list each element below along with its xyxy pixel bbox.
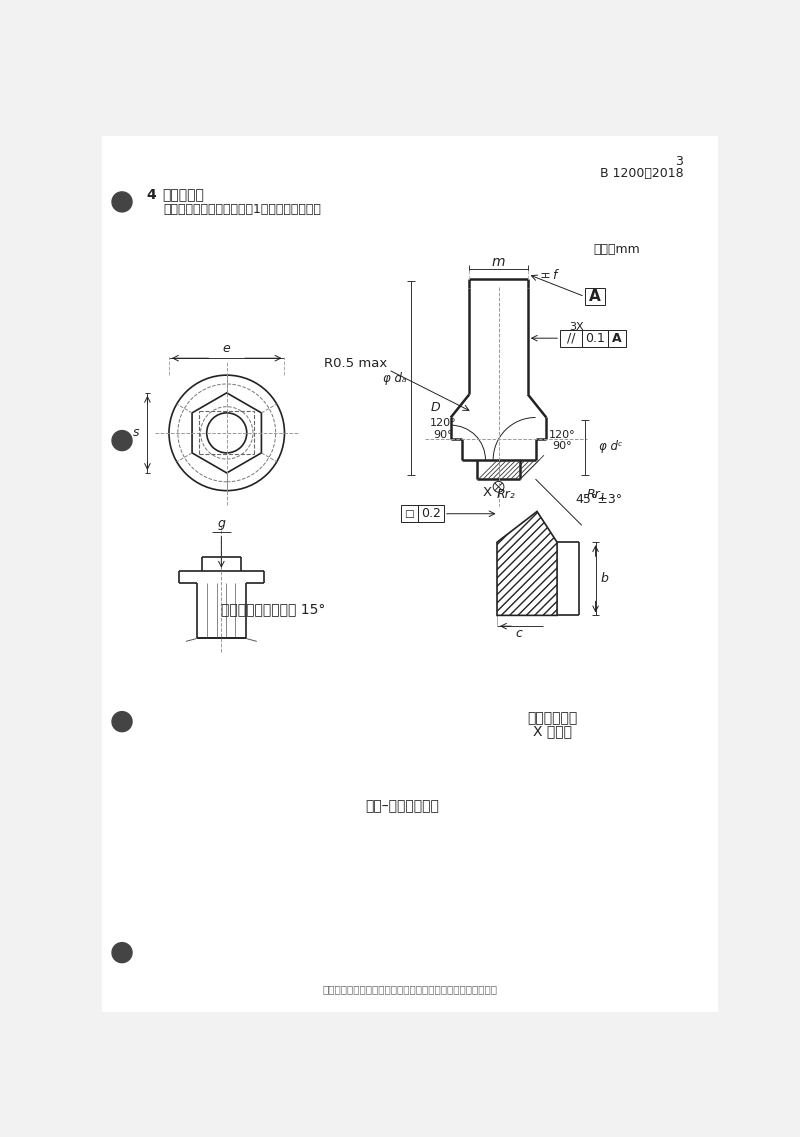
Text: D: D: [430, 401, 440, 414]
Text: //: //: [566, 332, 575, 345]
Text: Rr₁: Rr₁: [586, 488, 605, 501]
Text: X: X: [482, 485, 491, 499]
Text: 4: 4: [146, 188, 157, 202]
Text: 著作権法により無断での複製，転載等は禁止されております。: 著作権法により無断での複製，転載等は禁止されております。: [322, 984, 498, 994]
Text: 図１–ナットの形状: 図１–ナットの形状: [366, 799, 439, 813]
Bar: [560, 330, 582, 347]
Circle shape: [112, 192, 132, 211]
Text: 3X: 3X: [570, 322, 584, 332]
Text: 120°
90°: 120° 90°: [430, 418, 457, 440]
Bar: [585, 288, 605, 305]
Text: s: s: [134, 426, 140, 439]
Text: 単位　mm: 単位 mm: [594, 243, 640, 256]
Text: 0.2: 0.2: [421, 507, 441, 521]
Text: B 1200：2018: B 1200：2018: [600, 167, 683, 180]
Text: c: c: [515, 628, 522, 640]
Text: 3: 3: [675, 155, 683, 167]
Text: 圧造自然形状: 圧造自然形状: [527, 711, 578, 724]
Text: A: A: [612, 332, 622, 345]
Text: e: e: [223, 342, 230, 356]
Text: 120°
90°: 120° 90°: [548, 430, 575, 451]
Text: m: m: [492, 255, 506, 269]
Bar: [401, 505, 418, 522]
Text: f: f: [552, 268, 556, 282]
Text: R0.5 max: R0.5 max: [324, 357, 387, 370]
Text: ナットの形状・寸法は，図1及び表１による。: ナットの形状・寸法は，図1及び表１による。: [163, 204, 322, 216]
Circle shape: [112, 712, 132, 731]
Text: X 部詳細: X 部詳細: [533, 724, 572, 739]
Text: □: □: [404, 508, 414, 518]
Bar: [608, 330, 626, 347]
Text: 45°±3°: 45°±3°: [575, 493, 622, 506]
Text: A: A: [589, 289, 601, 304]
Bar: [582, 330, 608, 347]
Text: 形状・寸法: 形状・寸法: [162, 188, 204, 202]
Text: 圧造自然形状　最小 15°: 圧造自然形状 最小 15°: [222, 603, 326, 616]
Text: φ dᶜ: φ dᶜ: [598, 440, 622, 454]
Text: g: g: [218, 517, 226, 530]
Bar: [418, 505, 444, 522]
Text: 0.1: 0.1: [585, 332, 605, 345]
Circle shape: [112, 943, 132, 963]
Text: b: b: [601, 572, 609, 586]
Polygon shape: [497, 512, 557, 615]
Text: φ dₐ: φ dₐ: [383, 373, 407, 385]
Text: Rr₂: Rr₂: [497, 488, 516, 501]
Circle shape: [112, 431, 132, 450]
